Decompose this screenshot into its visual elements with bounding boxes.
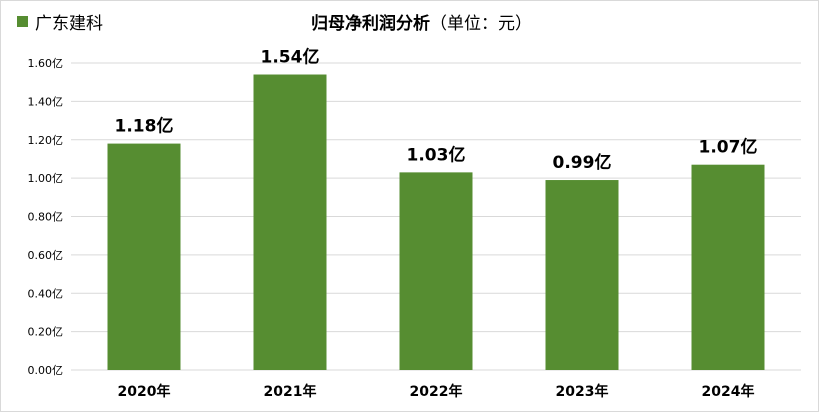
data-label: 0.99亿 <box>553 152 612 173</box>
chart-title: 归母净利润分析（单位：元） <box>311 9 532 34</box>
y-tick-label: 0.80亿 <box>28 211 64 224</box>
legend-label: 广东建科 <box>35 14 103 34</box>
bar <box>107 143 181 370</box>
title-unit: （单位：元） <box>430 14 532 34</box>
x-tick-label: 2022年 <box>410 383 463 400</box>
x-tick-label: 2021年 <box>264 383 317 400</box>
data-label: 1.18亿 <box>115 116 174 137</box>
bar <box>253 74 327 370</box>
data-label: 1.03亿 <box>407 144 466 165</box>
y-tick-label: 0.20亿 <box>28 326 64 339</box>
bar <box>399 172 473 370</box>
y-tick-label: 1.00亿 <box>28 172 64 185</box>
x-tick-label: 2024年 <box>702 383 755 400</box>
bar <box>691 164 765 370</box>
x-tick-label: 2023年 <box>556 383 609 400</box>
y-tick-label: 1.20亿 <box>28 134 64 147</box>
data-label: 1.54亿 <box>261 47 320 68</box>
y-tick-label: 1.60亿 <box>28 57 64 70</box>
y-tick-label: 0.00亿 <box>28 364 64 377</box>
x-tick-label: 2020年 <box>118 383 171 400</box>
legend-swatch <box>17 16 28 27</box>
legend: 广东建科 <box>17 9 103 34</box>
data-label: 1.07亿 <box>699 137 758 158</box>
y-tick-label: 0.40亿 <box>28 287 64 300</box>
y-tick-label: 1.40亿 <box>28 95 64 108</box>
bar <box>545 180 619 370</box>
title-main: 归母净利润分析 <box>311 14 430 34</box>
y-tick-label: 0.60亿 <box>28 249 64 262</box>
